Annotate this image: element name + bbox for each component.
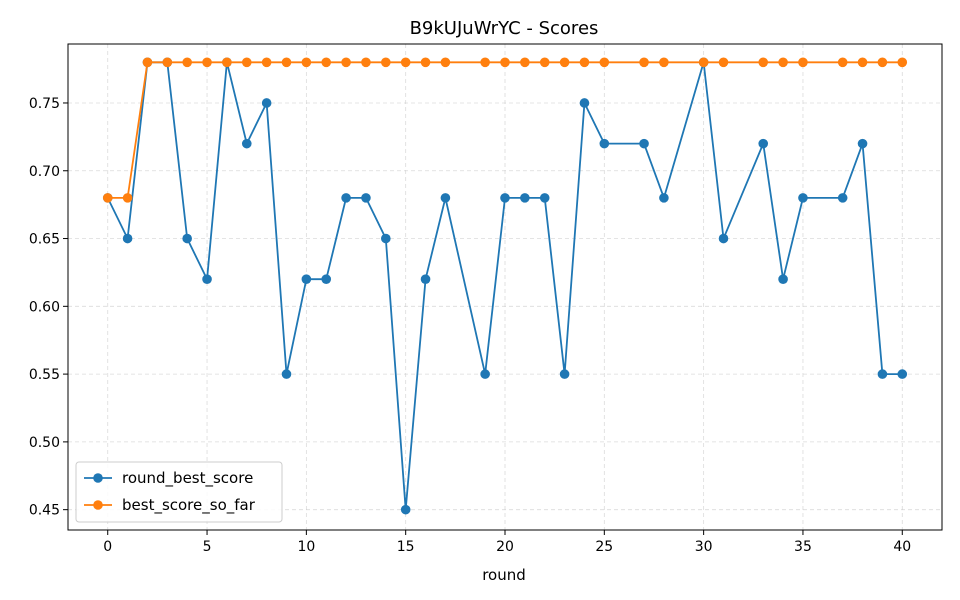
data-point: [877, 369, 888, 379]
data-point: [659, 193, 669, 203]
data-point: [162, 57, 173, 68]
data-point: [579, 57, 590, 68]
data-point: [381, 57, 391, 68]
x-axis-label: round: [482, 566, 526, 584]
data-point: [102, 193, 113, 203]
x-tick-label: 25: [595, 539, 613, 555]
data-point: [420, 274, 431, 285]
x-tick-label: 5: [203, 539, 212, 555]
data-point: [301, 57, 312, 68]
series-best-score-so-far: [102, 57, 908, 203]
data-point: [877, 57, 888, 68]
data-point: [837, 193, 848, 203]
data-point: [182, 57, 192, 68]
chart-title: B9kUJuWrYC - Scores: [410, 18, 599, 39]
legend-marker: [93, 500, 103, 510]
data-point: [261, 98, 272, 108]
grid-layer: [68, 44, 942, 530]
data-point: [857, 57, 868, 68]
data-point: [698, 57, 709, 68]
data-point: [500, 57, 510, 68]
data-point: [341, 193, 351, 203]
data-point: [222, 57, 232, 68]
data-point: [837, 57, 848, 68]
data-point: [539, 57, 550, 68]
data-point: [182, 233, 192, 244]
data-point: [857, 138, 868, 149]
data-point: [718, 233, 729, 244]
tick-layer: 0 5 10 15 20 25 30 35 40 0.45 0.50 0.55 0.60 0.65 0.70…: [29, 96, 911, 555]
data-point: [798, 57, 808, 68]
y-tick-label: 0.50: [29, 435, 60, 451]
y-tick-label: 0.65: [29, 232, 60, 248]
data-point: [400, 57, 411, 68]
data-point: [559, 57, 570, 68]
legend-item: round_best_score: [84, 469, 253, 488]
legend-label: best_score_so_far: [122, 496, 256, 515]
data-point: [897, 369, 908, 379]
data-point: [301, 274, 312, 285]
data-point: [639, 57, 649, 68]
data-point: [361, 57, 371, 68]
legend: round_best_score best_score_so_far: [75, 461, 283, 523]
data-point: [520, 57, 530, 68]
y-tick-label: 0.60: [29, 299, 60, 315]
data-point: [341, 57, 351, 68]
y-tick-label: 0.75: [29, 96, 60, 112]
data-point: [559, 369, 570, 379]
data-point: [142, 57, 153, 68]
data-point: [440, 193, 451, 203]
data-point: [500, 193, 510, 203]
x-tick-label: 0: [103, 539, 112, 555]
x-tick-label: 35: [794, 539, 812, 555]
y-tick-label: 0.70: [29, 164, 60, 180]
data-point: [897, 57, 908, 68]
data-point: [639, 138, 649, 149]
data-point: [281, 57, 292, 68]
data-point: [718, 57, 729, 68]
data-point: [202, 274, 212, 285]
legend-box: [75, 461, 283, 523]
data-point: [758, 138, 769, 149]
x-tick-label: 20: [496, 539, 514, 555]
data-point: [241, 138, 252, 149]
data-point: [539, 193, 550, 203]
data-point: [202, 57, 212, 68]
legend-marker: [93, 473, 103, 483]
data-point: [321, 57, 332, 68]
data-point: [599, 57, 610, 68]
data-point: [659, 57, 669, 68]
data-point: [758, 57, 769, 68]
data-point: [361, 193, 371, 203]
y-tick-label: 0.45: [29, 503, 60, 519]
x-tick-label: 40: [893, 539, 911, 555]
data-point: [579, 98, 590, 108]
x-tick-label: 15: [397, 539, 415, 555]
data-point: [440, 57, 451, 68]
data-point: [420, 57, 431, 68]
x-tick-label: 10: [297, 539, 315, 555]
data-point: [599, 138, 610, 149]
data-point: [520, 193, 530, 203]
data-point: [480, 369, 490, 379]
legend-label: round_best_score: [122, 469, 253, 488]
legend-item: best_score_so_far: [84, 496, 256, 515]
y-tick-label: 0.55: [29, 367, 60, 383]
data-point: [778, 57, 788, 68]
data-point: [798, 193, 808, 203]
data-point: [381, 233, 391, 244]
data-point: [400, 504, 411, 515]
data-point: [778, 274, 788, 285]
series-line: [106, 61, 903, 511]
x-tick-label: 30: [695, 539, 713, 555]
data-point: [122, 193, 133, 203]
data-point: [261, 57, 272, 68]
data-point: [122, 233, 133, 244]
data-point: [321, 274, 332, 285]
series-layer: [102, 57, 908, 515]
data-point: [281, 369, 292, 379]
data-point: [480, 57, 490, 68]
data-point: [241, 57, 252, 68]
